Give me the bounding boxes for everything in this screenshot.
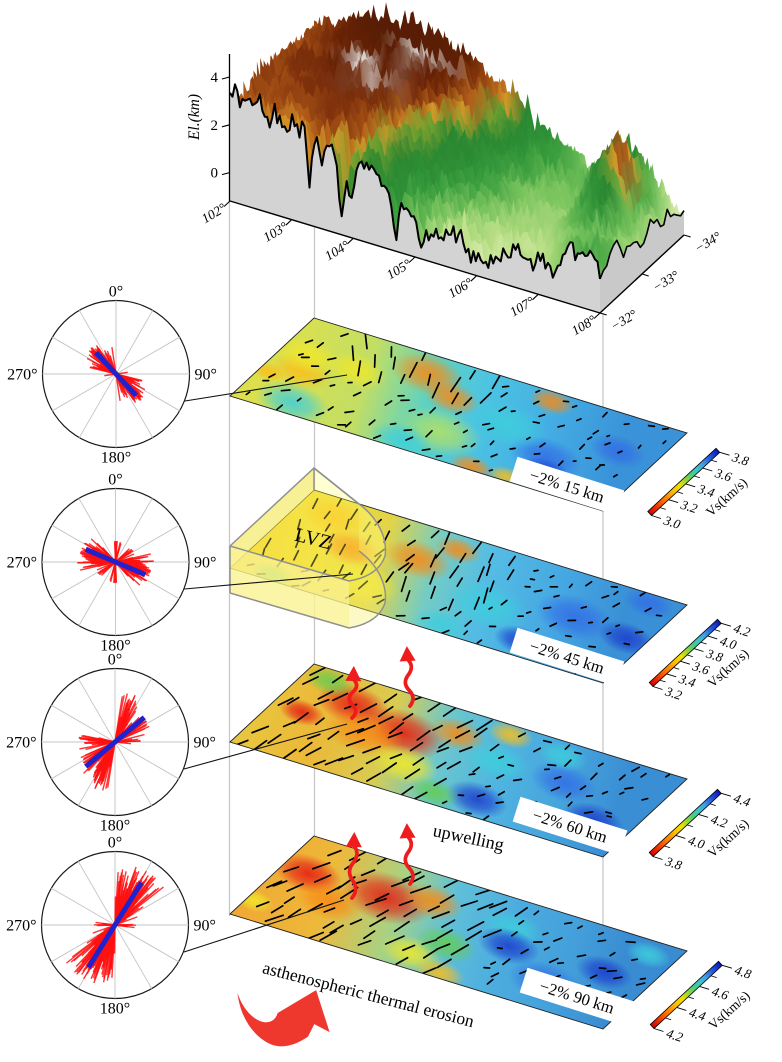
- svg-text:4.2: 4.2: [709, 811, 730, 830]
- svg-text:4.4: 4.4: [732, 790, 753, 809]
- svg-text:90°: 90°: [194, 918, 216, 935]
- svg-text:4: 4: [211, 70, 219, 86]
- svg-text:0°: 0°: [108, 472, 122, 489]
- svg-text:4.6: 4.6: [710, 983, 731, 1002]
- svg-text:4.8: 4.8: [733, 962, 754, 981]
- svg-text:180°: 180°: [100, 638, 130, 655]
- svg-text:3.8: 3.8: [704, 645, 726, 665]
- svg-text:0: 0: [211, 166, 219, 182]
- svg-text:180°: 180°: [101, 450, 131, 467]
- svg-text:270°: 270°: [7, 367, 37, 384]
- svg-text:4.4: 4.4: [687, 1005, 708, 1024]
- svg-text:3.6: 3.6: [712, 465, 734, 485]
- svg-text:2: 2: [211, 118, 219, 134]
- svg-text:3.8: 3.8: [663, 853, 685, 873]
- svg-text:4.0: 4.0: [686, 833, 707, 852]
- svg-text:270°: 270°: [7, 555, 37, 572]
- svg-text:0°: 0°: [108, 652, 122, 669]
- svg-text:90°: 90°: [194, 555, 216, 572]
- svg-text:3.4: 3.4: [676, 671, 698, 691]
- svg-text:3.8: 3.8: [729, 449, 751, 469]
- svg-text:4.2: 4.2: [732, 620, 753, 639]
- svg-text:270°: 270°: [6, 735, 36, 752]
- svg-text:3.0: 3.0: [661, 512, 683, 532]
- svg-text:4.2: 4.2: [665, 1026, 686, 1045]
- svg-text:3.2: 3.2: [678, 496, 700, 516]
- svg-text:4.0: 4.0: [718, 633, 739, 652]
- svg-text:El.(km): El.(km): [186, 94, 203, 141]
- svg-text:3.2: 3.2: [663, 683, 685, 703]
- svg-text:0°: 0°: [108, 835, 122, 852]
- svg-text:270°: 270°: [6, 918, 36, 935]
- svg-text:90°: 90°: [194, 735, 216, 752]
- svg-text:3.6: 3.6: [690, 658, 712, 678]
- svg-text:3.4: 3.4: [695, 481, 717, 501]
- svg-text:90°: 90°: [195, 367, 217, 384]
- svg-text:0°: 0°: [109, 284, 123, 301]
- svg-text:180°: 180°: [100, 1001, 130, 1018]
- svg-text:180°: 180°: [100, 818, 130, 835]
